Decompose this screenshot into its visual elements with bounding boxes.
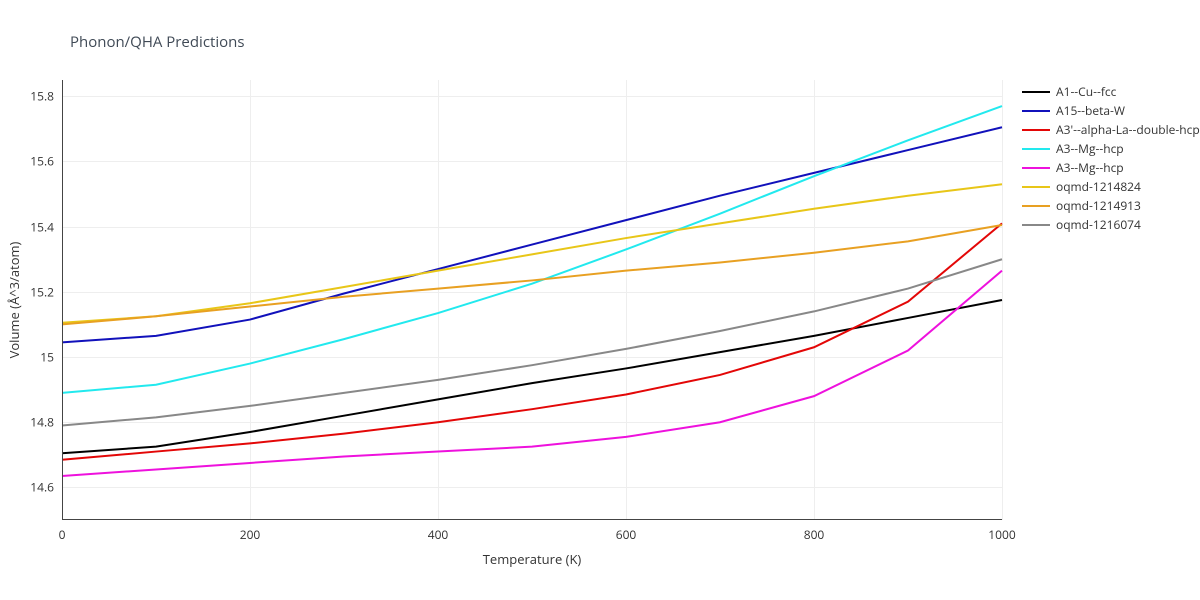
legend-item[interactable]: A3--Mg--hcp (1022, 139, 1200, 158)
y-tick-label: 14.6 (30, 479, 54, 496)
x-tick-label: 1000 (988, 526, 1015, 543)
chart-title: Phonon/QHA Predictions (70, 32, 245, 52)
legend-label: A1--Cu--fcc (1056, 83, 1116, 100)
legend-item[interactable]: oqmd-1214913 (1022, 196, 1200, 215)
plot-border (62, 80, 1002, 520)
x-tick-label: 600 (616, 526, 637, 543)
grid-vertical (1002, 80, 1003, 520)
legend-label: oqmd-1214913 (1056, 197, 1141, 214)
plot-area[interactable]: 02004006008001000 14.614.81515.215.415.6… (62, 80, 1002, 520)
legend: A1--Cu--fcc A15--beta-W A3'--alpha-La--dou… (1022, 82, 1200, 234)
legend-item[interactable]: oqmd-1214824 (1022, 177, 1200, 196)
legend-label: oqmd-1216074 (1056, 216, 1141, 233)
legend-label: A3--Mg--hcp (1056, 140, 1124, 157)
legend-swatch (1022, 148, 1050, 150)
legend-item[interactable]: oqmd-1216074 (1022, 215, 1200, 234)
legend-label: A3--Mg--hcp (1056, 159, 1124, 176)
legend-item[interactable]: A15--beta-W (1022, 101, 1200, 120)
x-tick-label: 400 (428, 526, 449, 543)
legend-swatch (1022, 224, 1050, 226)
y-tick-label: 15.8 (30, 88, 54, 105)
legend-swatch (1022, 110, 1050, 112)
legend-item[interactable]: A1--Cu--fcc (1022, 82, 1200, 101)
legend-item[interactable]: A3'--alpha-La--double-hcp (1022, 120, 1200, 139)
x-tick-label: 0 (59, 526, 66, 543)
y-axis-label: Volume (Å^3/atom) (5, 242, 23, 359)
y-tick-label: 15.2 (30, 283, 54, 300)
x-tick-label: 200 (240, 526, 261, 543)
legend-swatch (1022, 167, 1050, 169)
legend-swatch (1022, 129, 1050, 131)
y-tick-label: 15.4 (30, 218, 54, 235)
y-tick-label: 14.8 (30, 414, 54, 431)
legend-label: A3'--alpha-La--double-hcp (1056, 121, 1200, 138)
y-tick-label: 15 (40, 349, 54, 366)
legend-label: A15--beta-W (1056, 102, 1125, 119)
x-axis-label: Temperature (K) (483, 550, 582, 568)
legend-swatch (1022, 91, 1050, 93)
legend-item[interactable]: A3--Mg--hcp (1022, 158, 1200, 177)
legend-swatch (1022, 186, 1050, 188)
legend-swatch (1022, 205, 1050, 207)
legend-label: oqmd-1214824 (1056, 178, 1141, 195)
x-tick-label: 800 (804, 526, 825, 543)
y-tick-label: 15.6 (30, 153, 54, 170)
